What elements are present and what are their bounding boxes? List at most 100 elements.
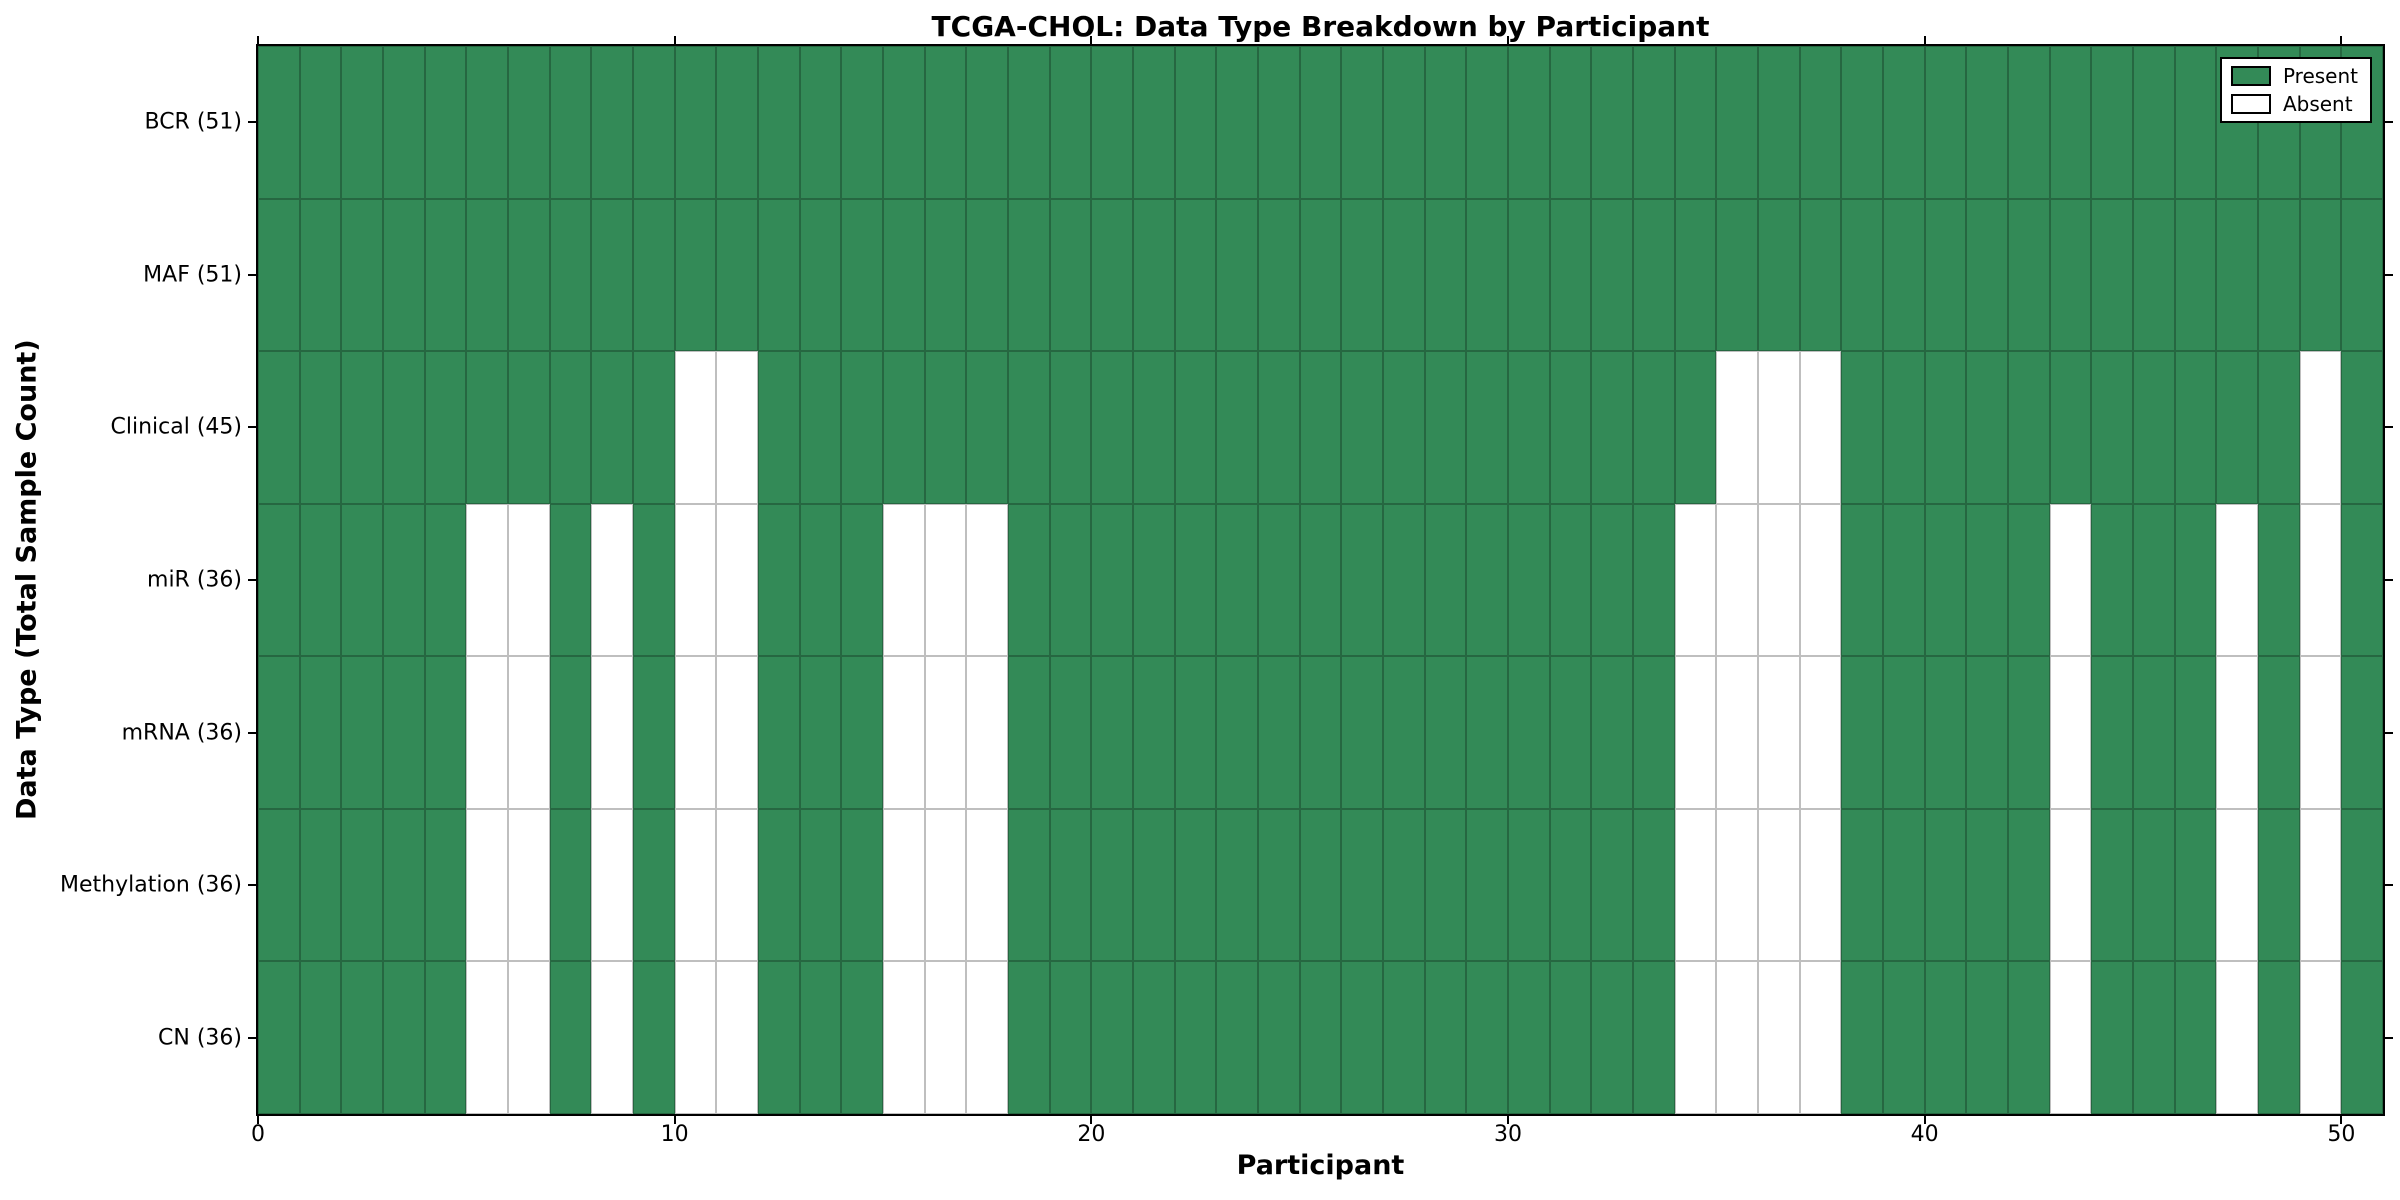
cell-methylation-participant-19	[1049, 808, 1092, 962]
cell-clinical-participant-12	[758, 351, 800, 504]
cell-cn-participant-46	[2174, 961, 2217, 1114]
cell-cn-participant-17	[966, 961, 1008, 1114]
cell-methylation-participant-13	[799, 808, 842, 962]
cell-cn-participant-43	[2049, 961, 2092, 1114]
cell-mir-participant-46	[2174, 503, 2217, 657]
cell-methylation-participant-25	[1299, 808, 1342, 962]
x-tick-label-30: 30	[1494, 1122, 1522, 1147]
cell-maf-participant-20	[1091, 198, 1133, 352]
cell-clinical-participant-45	[2133, 351, 2175, 504]
cell-mrna-participant-29	[1466, 656, 1508, 809]
cell-cn-participant-9	[633, 961, 675, 1114]
cell-clinical-participant-2	[341, 351, 383, 504]
cell-cn-participant-29	[1466, 961, 1508, 1114]
cell-bcr-participant-39	[1883, 46, 1925, 199]
cell-mrna-participant-50	[2341, 656, 2383, 809]
y-tick-mark-right-mir	[2385, 579, 2393, 581]
cell-mir-participant-7	[549, 503, 592, 657]
cell-cn-participant-42	[2008, 961, 2050, 1114]
cell-cn-participant-23	[1216, 961, 1258, 1114]
cell-cn-participant-5	[466, 961, 508, 1114]
cell-methylation-participant-20	[1091, 808, 1133, 962]
cell-cn-participant-49	[2299, 961, 2342, 1114]
cell-maf-participant-21	[1133, 198, 1175, 352]
cell-maf-participant-40	[1924, 198, 1967, 352]
cell-methylation-participant-48	[2258, 808, 2300, 962]
y-tick-mark-right-bcr	[2385, 121, 2393, 124]
cell-mrna-participant-9	[633, 656, 675, 809]
cell-mir-participant-12	[758, 503, 800, 657]
cell-cn-participant-35	[1716, 961, 1758, 1114]
cell-mrna-participant-37	[1799, 656, 1842, 809]
cell-clinical-participant-46	[2174, 351, 2217, 504]
cell-maf-participant-22	[1174, 198, 1217, 352]
cell-methylation-participant-33	[1633, 808, 1675, 962]
cell-mir-participant-17	[966, 503, 1008, 657]
cell-clinical-participant-13	[799, 351, 842, 504]
cell-clinical-participant-0	[258, 351, 300, 504]
cell-methylation-participant-49	[2299, 808, 2342, 962]
cell-bcr-participant-44	[2091, 46, 2133, 199]
cell-mrna-participant-5	[466, 656, 508, 809]
cell-mir-participant-38	[1841, 503, 1883, 657]
legend-swatch-absent	[2230, 94, 2271, 114]
cell-bcr-participant-30	[1508, 46, 1550, 199]
cell-maf-participant-37	[1799, 198, 1842, 352]
cell-mrna-participant-46	[2174, 656, 2217, 809]
cell-mrna-participant-47	[2216, 656, 2258, 809]
cell-maf-participant-44	[2091, 198, 2133, 352]
cell-methylation-participant-29	[1466, 808, 1508, 962]
y-tick-label-maf: MAF (51)	[143, 262, 242, 288]
y-tick-label-bcr: BCR (51)	[144, 109, 242, 135]
cell-mir-participant-47	[2216, 503, 2258, 657]
cell-methylation-participant-11	[716, 808, 758, 962]
cell-maf-participant-2	[341, 198, 383, 352]
cell-mir-participant-37	[1799, 503, 1842, 657]
cell-bcr-participant-16	[924, 46, 967, 199]
cell-maf-participant-3	[383, 198, 425, 352]
cell-bcr-participant-13	[799, 46, 842, 199]
cell-maf-participant-35	[1716, 198, 1758, 352]
cell-methylation-participant-16	[924, 808, 967, 962]
cell-mir-participant-50	[2341, 503, 2383, 657]
cell-clinical-participant-18	[1008, 351, 1050, 504]
cell-maf-participant-49	[2299, 198, 2342, 352]
x-tick-label-20: 20	[1077, 1122, 1106, 1147]
cell-mrna-participant-6	[508, 656, 550, 809]
cell-cn-participant-41	[1966, 961, 2008, 1114]
x-tick-mark-bottom-40	[1923, 1116, 1926, 1124]
cell-methylation-participant-2	[341, 808, 383, 962]
cell-mir-participant-2	[341, 503, 383, 657]
cell-mir-participant-24	[1258, 503, 1300, 657]
cell-cn-participant-22	[1174, 961, 1217, 1114]
cell-mir-participant-10	[674, 503, 717, 657]
x-tick-mark-bottom-30	[1507, 1116, 1509, 1124]
cell-mrna-participant-45	[2133, 656, 2175, 809]
cell-mrna-participant-19	[1049, 656, 1092, 809]
cell-clinical-participant-23	[1216, 351, 1258, 504]
legend: Present Absent	[2219, 57, 2372, 123]
cell-clinical-participant-43	[2049, 351, 2092, 504]
cell-bcr-participant-18	[1008, 46, 1050, 199]
cell-bcr-participant-0	[258, 46, 300, 199]
y-tick-mark-left-cn	[248, 1036, 256, 1039]
cell-clinical-participant-49	[2299, 351, 2342, 504]
cell-methylation-participant-4	[424, 808, 467, 962]
cell-bcr-participant-46	[2174, 46, 2217, 199]
cell-bcr-participant-6	[508, 46, 550, 199]
cell-maf-participant-25	[1299, 198, 1342, 352]
cell-mrna-participant-22	[1174, 656, 1217, 809]
cell-bcr-participant-10	[674, 46, 717, 199]
cell-mir-participant-9	[633, 503, 675, 657]
cell-bcr-participant-33	[1633, 46, 1675, 199]
cell-maf-participant-43	[2049, 198, 2092, 352]
cell-mir-participant-31	[1549, 503, 1592, 657]
cell-clinical-participant-14	[841, 351, 883, 504]
y-tick-label-cn: CN (36)	[158, 1025, 242, 1051]
cell-mir-participant-5	[466, 503, 508, 657]
cell-mrna-participant-42	[2008, 656, 2050, 809]
cell-bcr-participant-41	[1966, 46, 2008, 199]
cell-mrna-participant-23	[1216, 656, 1258, 809]
cell-bcr-participant-26	[1341, 46, 1383, 199]
cell-mrna-participant-32	[1591, 656, 1633, 809]
